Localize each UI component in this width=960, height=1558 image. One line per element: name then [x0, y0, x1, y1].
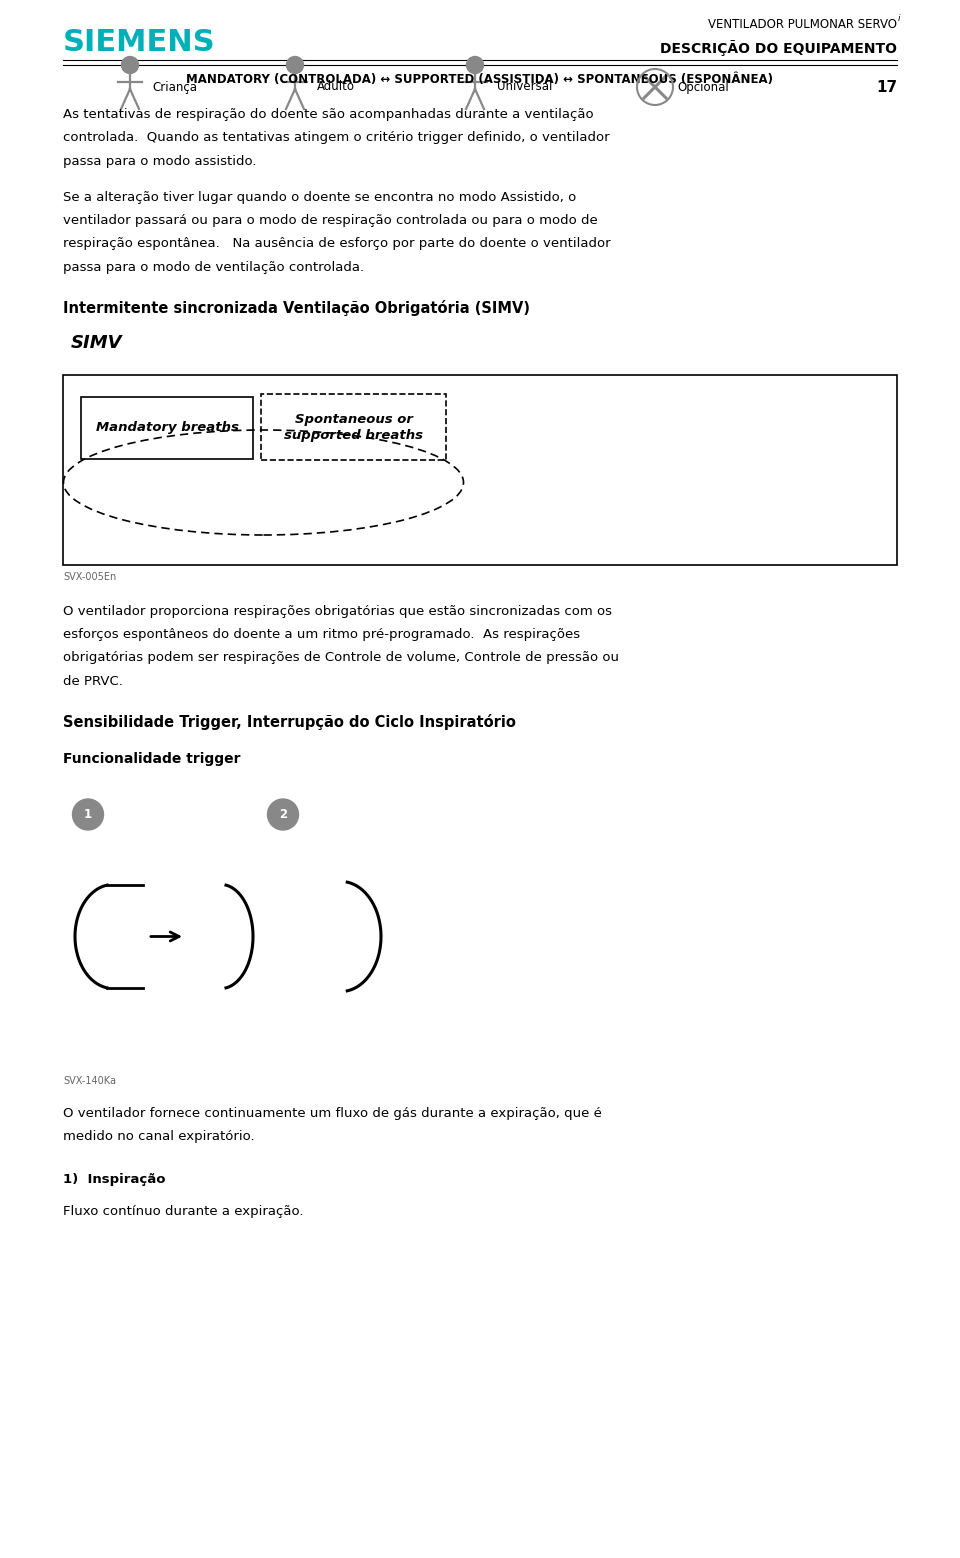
Text: Mandatory breaths: Mandatory breaths	[96, 421, 238, 435]
Text: Fluxo contínuo durante a expiração.: Fluxo contínuo durante a expiração.	[63, 1206, 303, 1218]
Text: DESCRIÇÃO DO EQUIPAMENTO: DESCRIÇÃO DO EQUIPAMENTO	[660, 41, 897, 56]
Text: passa para o modo de ventilação controlada.: passa para o modo de ventilação controla…	[63, 262, 364, 274]
Text: 1)  Inspiração: 1) Inspiração	[63, 1173, 165, 1187]
Text: SVX-140Ka: SVX-140Ka	[63, 1077, 116, 1086]
Text: passa para o modo assistido.: passa para o modo assistido.	[63, 154, 256, 168]
Text: O ventilador fornece continuamente um fluxo de gás durante a expiração, que é: O ventilador fornece continuamente um fl…	[63, 1106, 602, 1120]
Text: Opcional: Opcional	[677, 81, 729, 93]
Circle shape	[73, 799, 104, 830]
Text: Adulto: Adulto	[317, 81, 355, 93]
FancyBboxPatch shape	[261, 394, 446, 461]
Text: medido no canal expiratório.: medido no canal expiratório.	[63, 1130, 254, 1144]
Text: MANDATORY (CONTROLADA) ↔ SUPPORTED (ASSISTIDA) ↔ SPONTANEOUS (ESPONÂNEA): MANDATORY (CONTROLADA) ↔ SUPPORTED (ASSI…	[186, 73, 774, 86]
Text: 1: 1	[84, 809, 92, 821]
Text: Universal: Universal	[497, 81, 552, 93]
Text: Funcionalidade trigger: Funcionalidade trigger	[63, 751, 241, 765]
Circle shape	[467, 56, 484, 73]
Text: 17: 17	[876, 79, 897, 95]
Circle shape	[268, 799, 299, 830]
Text: SIEMENS: SIEMENS	[63, 28, 216, 58]
Circle shape	[122, 56, 138, 73]
Text: i: i	[898, 14, 900, 23]
Bar	[63, 374, 897, 564]
Text: ventilador passará ou para o modo de respiração controlada ou para o modo de: ventilador passará ou para o modo de res…	[63, 213, 598, 227]
Text: Spontaneous or
supported breaths: Spontaneous or supported breaths	[284, 413, 423, 441]
Text: esforços espontâneos do doente a um ritmo pré-programado.  As respirações: esforços espontâneos do doente a um ritm…	[63, 628, 580, 640]
Text: Sensibilidade Trigger, Interrupção do Ciclo Inspiratório: Sensibilidade Trigger, Interrupção do Ci…	[63, 714, 516, 729]
Bar	[81, 396, 253, 458]
Text: SVX-005En: SVX-005En	[63, 572, 116, 583]
Text: As tentativas de respiração do doente são acompanhadas durante a ventilação: As tentativas de respiração do doente sã…	[63, 108, 593, 122]
Text: obrigatórias podem ser respirações de Controle de volume, Controle de pressão ou: obrigatórias podem ser respirações de Co…	[63, 651, 619, 665]
Text: respiração espontânea.   Na ausência de esforço por parte do doente o ventilador: respiração espontânea. Na ausência de es…	[63, 237, 611, 251]
Text: controlada.  Quando as tentativas atingem o critério trigger definido, o ventila: controlada. Quando as tentativas atingem…	[63, 131, 610, 145]
Text: O ventilador proporciona respirações obrigatórias que estão sincronizadas com os: O ventilador proporciona respirações obr…	[63, 605, 612, 617]
Text: Criança: Criança	[152, 81, 197, 93]
Circle shape	[286, 56, 303, 73]
Text: VENTILADOR PULMONAR SERVO: VENTILADOR PULMONAR SERVO	[708, 19, 897, 31]
Text: Se a alteração tiver lugar quando o doente se encontra no modo Assistido, o: Se a alteração tiver lugar quando o doen…	[63, 190, 576, 204]
Text: de PRVC.: de PRVC.	[63, 675, 123, 689]
Text: Intermitente sincronizada Ventilação Obrigatória (SIMV): Intermitente sincronizada Ventilação Obr…	[63, 299, 530, 316]
Text: 2: 2	[279, 809, 287, 821]
Text: SIMV: SIMV	[71, 335, 123, 352]
